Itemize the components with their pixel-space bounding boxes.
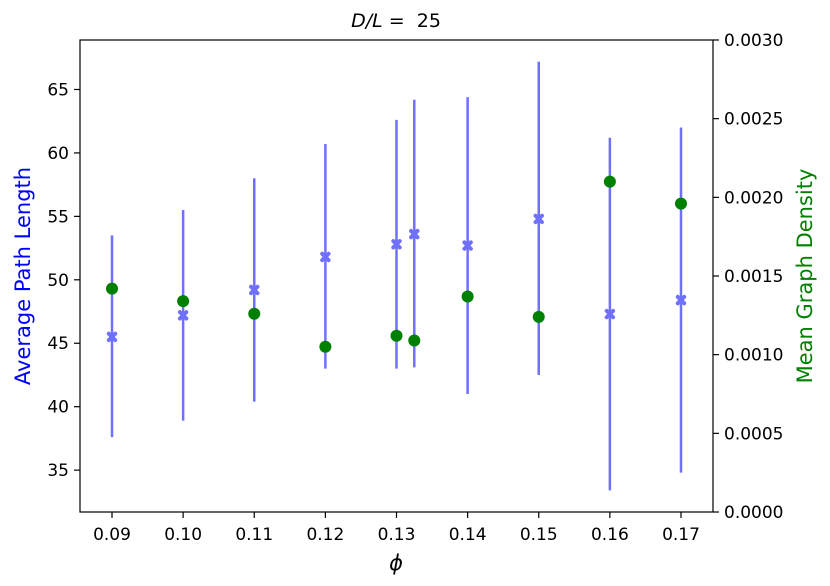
right-tick-label: 0.0025 [724,110,783,130]
graph-density-markers [106,175,687,353]
x-tick-label: 0.12 [306,525,344,545]
right-axis-label: Mean Graph Density [793,169,817,384]
left-tick-label: 65 [47,80,69,100]
x-tick-label: 0.10 [164,525,202,545]
path-length-marker [604,308,616,320]
graph-density-marker [461,290,474,303]
graph-density-marker [408,334,421,347]
chart-title-rest: = 25 [383,10,441,32]
left-tick-label: 50 [47,271,69,291]
svg-text:D/L = 25: D/L = 25 [351,10,441,32]
chart-title: D/L = 25 [351,10,441,32]
right-tick-label: 0.0030 [724,31,783,51]
x-axis-label: ϕ [389,551,403,575]
graph-density-marker [603,175,616,188]
graph-density-marker [248,307,261,320]
path-length-marker [675,294,687,306]
x-tick-label: 0.09 [93,525,131,545]
left-tick-label: 55 [47,207,69,227]
graph-density-marker [319,340,332,353]
path-length-marker [320,251,331,263]
graph-density-marker [674,197,687,210]
x-tick-label: 0.17 [662,525,700,545]
graph-density-marker [532,310,545,323]
path-length-markers [106,213,687,343]
right-tick-label: 0.0015 [724,267,783,287]
x-tick-label: 0.11 [235,525,273,545]
left-tick-label: 45 [47,334,69,354]
chart-title-italic: D/L [351,10,383,32]
graph-density-marker [177,295,190,308]
path-length-marker [462,240,473,251]
error-bars [110,61,683,491]
graph-density-marker [106,282,119,295]
path-length-marker [249,284,260,296]
right-tick-label: 0.0005 [724,424,783,444]
path-length-marker [409,228,420,240]
x-tick-label: 0.14 [449,525,487,545]
right-tick-label: 0.0000 [724,503,783,523]
left-axis-ticks: 35 40 45 50 55 60 65 [47,80,80,481]
left-tick-label: 35 [47,461,69,481]
left-tick-label: 40 [47,398,69,418]
x-tick-label: 0.16 [591,525,629,545]
path-length-marker [177,310,189,321]
left-axis-label: Average Path Length [11,167,35,385]
x-tick-label: 0.13 [378,525,416,545]
x-tick-label: 0.15 [520,525,558,545]
x-axis-ticks: 0.09 0.10 0.11 0.12 0.13 0.14 0.15 0.16 0.17 [93,512,700,545]
left-tick-label: 60 [47,144,69,164]
right-tick-label: 0.0010 [724,346,783,366]
path-length-marker [106,331,118,343]
path-length-marker [533,213,544,225]
right-axis-ticks: 0.0000 0.0005 0.0010 0.0015 0.0020 0.0025 0.00… [713,31,783,523]
right-tick-label: 0.0020 [724,188,783,208]
path-length-marker [391,239,402,250]
graph-density-marker [390,329,403,342]
